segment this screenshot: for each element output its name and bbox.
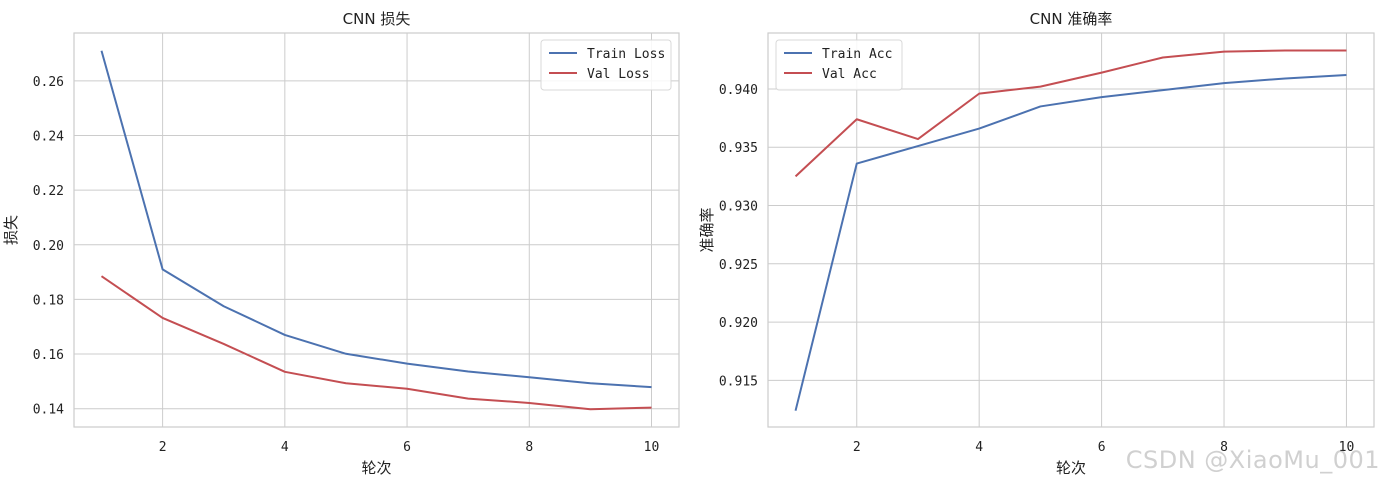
y-axis-label: 损失 bbox=[2, 215, 20, 245]
y-tick-label: 0.930 bbox=[719, 200, 758, 215]
y-tick-label: 0.935 bbox=[719, 141, 758, 156]
x-tick-label: 2 bbox=[159, 440, 167, 455]
legend: Train Acc Val Acc bbox=[775, 39, 903, 91]
legend-label: Val Loss bbox=[587, 67, 650, 82]
y-axis-label: 准确率 bbox=[698, 207, 716, 252]
x-tick-label: 10 bbox=[1339, 440, 1355, 455]
x-tick-label: 8 bbox=[525, 440, 533, 455]
plot-frame bbox=[767, 32, 1375, 428]
chart-accuracy: 2 4 6 8 10 0.915 0.920 0.925 0.930 0.935 0.940 CNN … bbox=[698, 10, 1375, 477]
x-tick-label: 6 bbox=[403, 440, 411, 455]
series-line-train-loss bbox=[100, 50, 652, 389]
x-tick-label: 6 bbox=[1098, 440, 1106, 455]
x-tick-label: 4 bbox=[975, 440, 983, 455]
chart-loss: 2 4 6 8 10 0.14 0.16 0.18 0.20 0.22 0.24 0.26 CNN 损失… bbox=[2, 10, 680, 477]
legend-label: Train Loss bbox=[587, 47, 665, 62]
x-tick-label: 8 bbox=[1220, 440, 1228, 455]
y-tick-label: 0.925 bbox=[719, 258, 758, 273]
chart-title: CNN 准确率 bbox=[1030, 10, 1113, 28]
legend-label: Val Acc bbox=[822, 67, 877, 82]
y-tick-label: 0.24 bbox=[33, 129, 64, 144]
chart-title: CNN 损失 bbox=[343, 10, 411, 28]
y-tick-label: 0.920 bbox=[719, 316, 758, 331]
x-tick-label: 2 bbox=[853, 440, 861, 455]
y-tick-label: 0.915 bbox=[719, 374, 758, 389]
y-tick-label: 0.14 bbox=[33, 403, 64, 418]
x-tick-label: 4 bbox=[281, 440, 289, 455]
x-tick-label: 10 bbox=[644, 440, 660, 455]
watermark: CSDN @XiaoMu_001 bbox=[1125, 446, 1380, 474]
plot-frame bbox=[73, 32, 680, 428]
y-tick-label: 0.26 bbox=[33, 75, 64, 90]
y-tick-label: 0.18 bbox=[33, 293, 64, 308]
y-tick-label: 0.20 bbox=[33, 239, 64, 254]
legend-label: Train Acc bbox=[822, 47, 892, 62]
y-tick-label: 0.940 bbox=[719, 83, 758, 98]
series-line-train-acc bbox=[794, 73, 1347, 411]
legend: Train Loss Val Loss bbox=[540, 39, 672, 91]
x-axis-label: 轮次 bbox=[1056, 459, 1086, 477]
series-line-val-loss bbox=[100, 275, 652, 411]
x-axis-label: 轮次 bbox=[361, 459, 391, 477]
y-tick-label: 0.22 bbox=[33, 184, 64, 199]
y-tick-label: 0.16 bbox=[33, 348, 64, 363]
series-line-val-acc bbox=[794, 49, 1347, 178]
